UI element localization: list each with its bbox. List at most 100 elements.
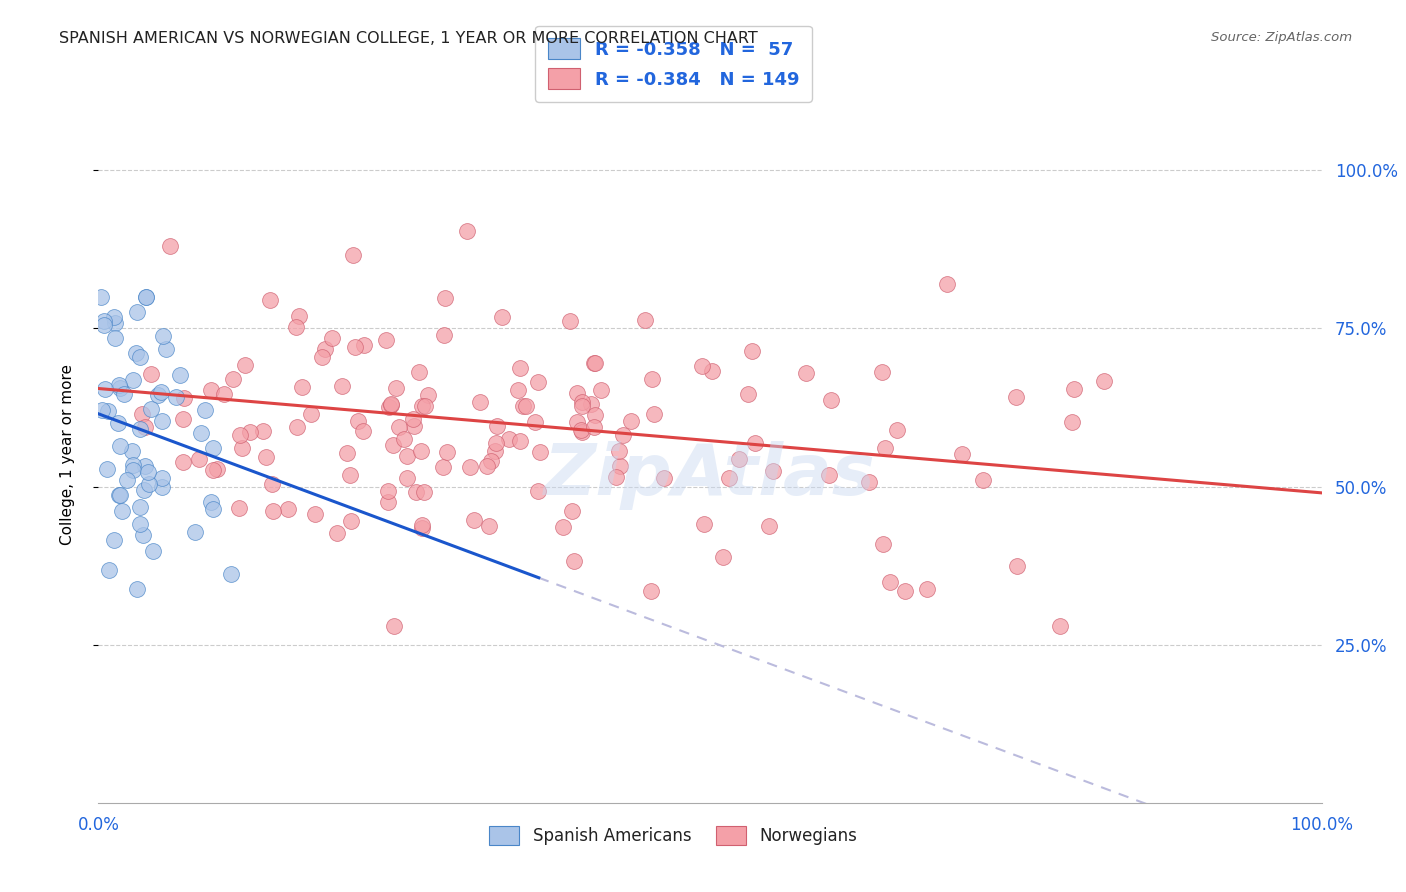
Point (149, 384, 172, 399)
Point (107, 488, 129, 502)
Point (737, 387, 759, 401)
Point (285, 420, 308, 434)
Point (172, 412, 194, 426)
Point (98, 563, 121, 577)
Point (259, 293, 281, 308)
Point (201, 441, 224, 455)
Point (228, 501, 250, 516)
Point (380, 397, 402, 411)
Point (498, 432, 520, 446)
Point (818, 468, 841, 483)
Point (436, 444, 458, 458)
Text: Source: ZipAtlas.com: Source: ZipAtlas.com (1212, 31, 1353, 45)
Point (432, 459, 454, 474)
Point (135, 290, 157, 304)
Point (330, 378, 353, 392)
Point (128, 350, 150, 364)
Point (700, 363, 723, 377)
Point (479, 454, 502, 468)
Point (112, 387, 135, 401)
Point (408, 365, 430, 379)
Point (935, 277, 957, 291)
Point (562, 554, 585, 568)
Point (634, 313, 657, 327)
Point (201, 502, 224, 516)
Point (336, 446, 359, 460)
Point (124, 346, 146, 360)
Point (794, 366, 817, 380)
Point (609, 459, 631, 474)
Point (873, 441, 896, 455)
Point (190, 425, 212, 440)
Point (138, 477, 160, 491)
Point (515, 400, 537, 414)
Point (194, 402, 217, 417)
Point (375, 333, 398, 347)
Point (553, 520, 575, 534)
Point (433, 291, 456, 305)
Point (758, 518, 780, 533)
Point (565, 415, 588, 429)
Point (115, 473, 138, 487)
Point (591, 383, 613, 397)
Point (135, 290, 157, 304)
Point (104, 316, 127, 330)
Point (150, 480, 173, 494)
Point (571, 399, 593, 413)
Point (1007, 559, 1029, 574)
Point (173, 391, 195, 405)
Point (326, 525, 349, 540)
Point (284, 320, 307, 334)
Point (188, 452, 211, 467)
Point (872, 365, 894, 379)
Point (96, 461, 118, 475)
Point (93, 314, 115, 328)
Point (342, 248, 364, 262)
Point (97, 404, 120, 418)
Point (620, 413, 643, 427)
Point (377, 483, 399, 498)
Point (605, 469, 627, 483)
Point (347, 414, 370, 428)
Point (571, 395, 593, 409)
Point (122, 458, 145, 472)
Point (239, 425, 262, 439)
Point (212, 386, 235, 401)
Point (1049, 618, 1071, 632)
Point (893, 584, 915, 599)
Point (485, 419, 508, 434)
Point (717, 470, 740, 484)
Point (1092, 374, 1115, 388)
Point (395, 449, 418, 463)
Point (509, 434, 531, 448)
Point (155, 342, 177, 356)
Point (820, 393, 842, 408)
Point (579, 397, 602, 411)
Point (262, 477, 284, 491)
Point (640, 372, 662, 386)
Point (108, 381, 131, 395)
Point (526, 483, 548, 498)
Point (219, 567, 242, 582)
Point (103, 533, 125, 547)
Point (567, 385, 589, 400)
Point (311, 350, 333, 364)
Point (121, 444, 143, 458)
Point (128, 421, 150, 435)
Point (475, 458, 498, 473)
Point (643, 408, 665, 422)
Point (277, 501, 299, 516)
Point (321, 331, 343, 345)
Point (231, 441, 253, 455)
Point (607, 444, 630, 458)
Point (111, 504, 134, 518)
Point (141, 367, 163, 381)
Point (458, 459, 481, 474)
Point (287, 309, 309, 323)
Point (693, 516, 716, 531)
Point (858, 475, 880, 489)
Point (134, 420, 156, 434)
Point (561, 504, 583, 518)
Point (104, 331, 127, 345)
Point (762, 464, 785, 478)
